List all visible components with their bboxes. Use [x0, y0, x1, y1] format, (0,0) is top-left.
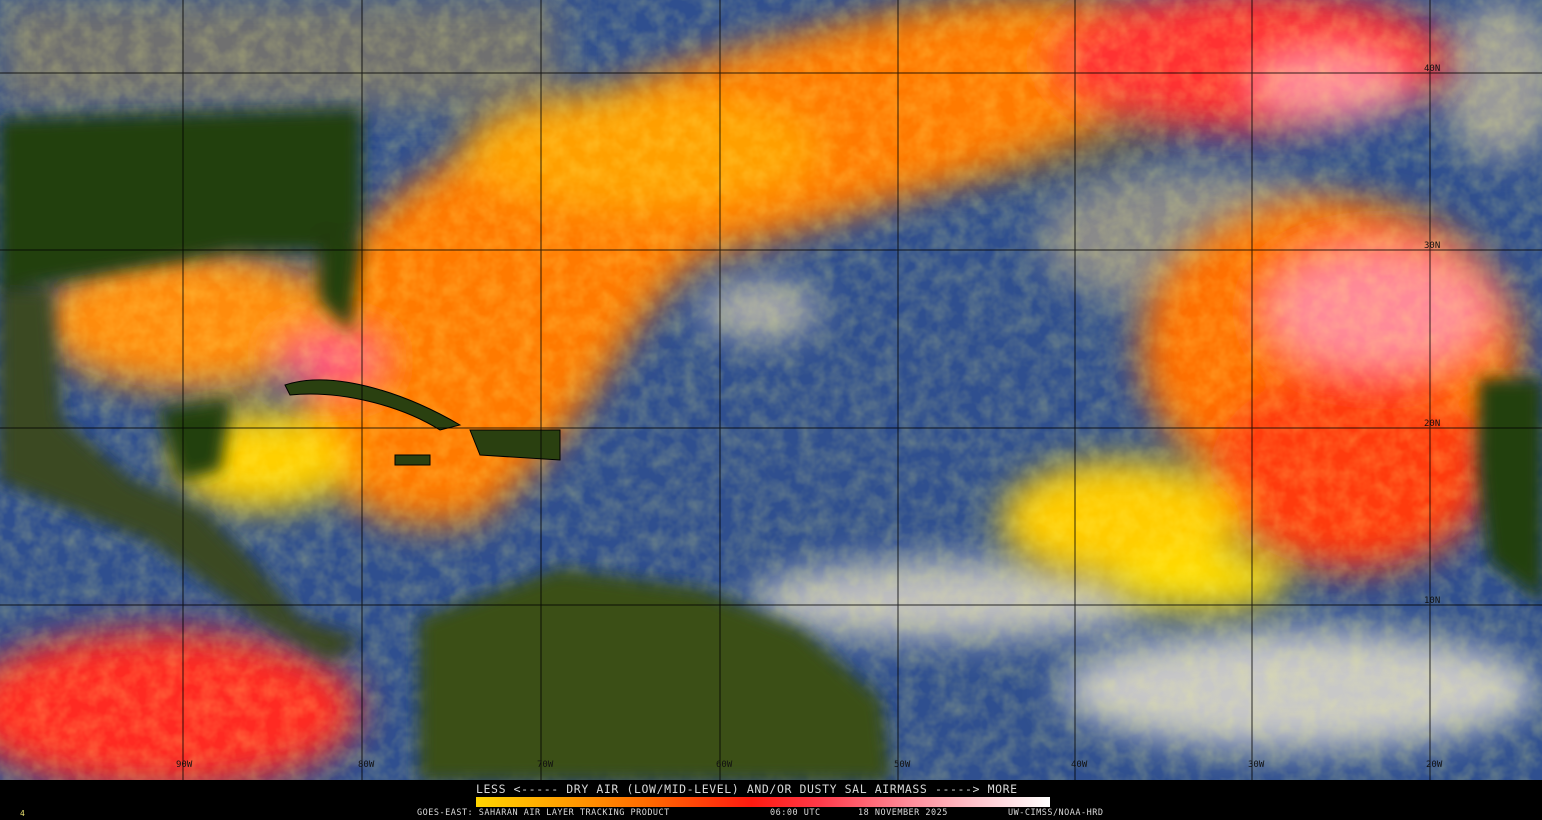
credit-label: UW-CIMSS/NOAA-HRD	[1008, 808, 1104, 818]
islands	[284, 379, 561, 466]
lat-label: 10N	[1424, 596, 1441, 606]
legend-title: LESS <----- DRY AIR (LOW/MID-LEVEL) AND/…	[476, 782, 1018, 796]
lon-label: 90W	[176, 760, 193, 770]
lon-label: 50W	[894, 760, 911, 770]
product-name: GOES-EAST: SAHARAN AIR LAYER TRACKING PR…	[417, 808, 670, 818]
lon-label: 80W	[358, 760, 375, 770]
date-label: 18 NOVEMBER 2025	[858, 808, 948, 818]
footer-legend: LESS <----- DRY AIR (LOW/MID-LEVEL) AND/…	[0, 780, 1542, 820]
time-label: 06:00 UTC	[770, 808, 821, 818]
lat-label: 40N	[1424, 64, 1441, 74]
lat-label: 20N	[1424, 419, 1441, 429]
color-scale-bar	[476, 797, 1050, 807]
sal-satellite-map	[0, 0, 1542, 780]
land	[0, 109, 1542, 780]
graticule	[0, 0, 1542, 780]
lon-label: 60W	[716, 760, 733, 770]
lat-label: 30N	[1424, 241, 1441, 251]
lon-label: 70W	[537, 760, 554, 770]
frame-number: 4	[20, 809, 25, 818]
lon-label: 30W	[1248, 760, 1265, 770]
lon-label: 20W	[1426, 760, 1443, 770]
lon-label: 40W	[1071, 760, 1088, 770]
